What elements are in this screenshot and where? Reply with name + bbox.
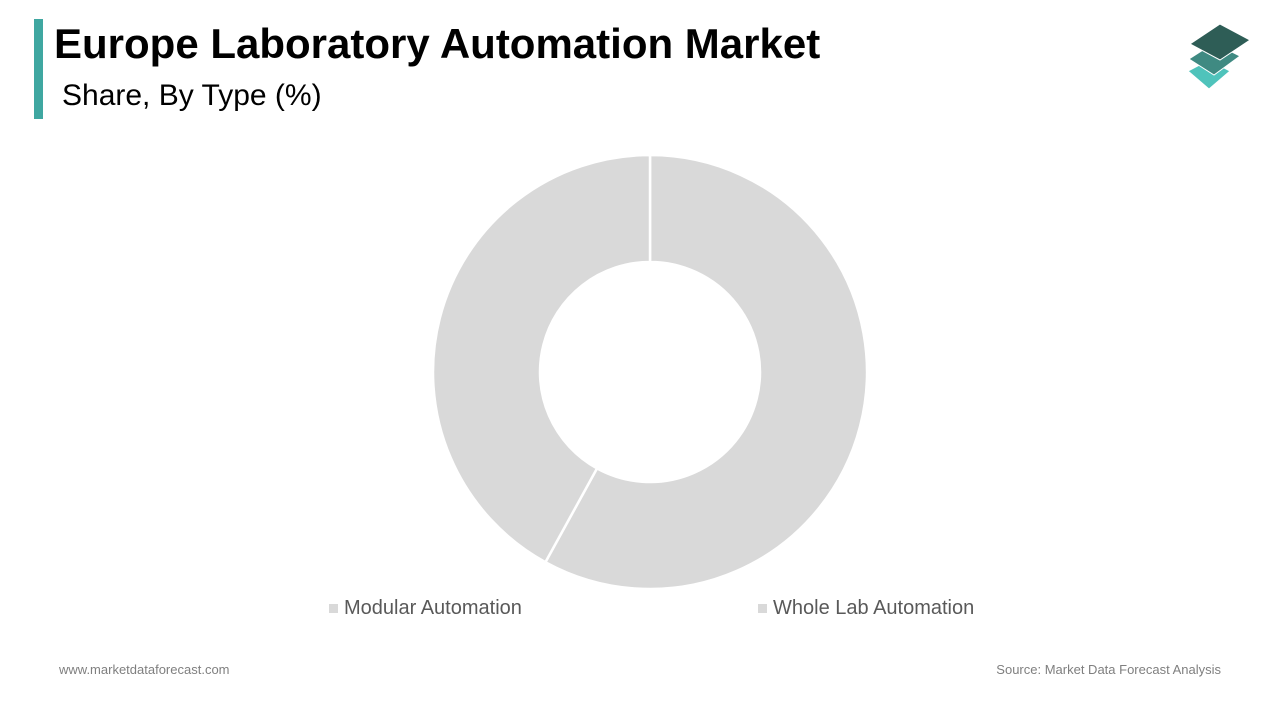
legend-swatch-modular-automation bbox=[329, 603, 338, 613]
donut-slice-whole-lab-automation bbox=[431, 153, 652, 564]
legend-item-whole-lab-automation: Whole Lab Automation bbox=[758, 594, 974, 622]
legend-label-modular-automation: Modular Automation bbox=[344, 597, 522, 619]
footer-website: www.marketdataforecast.com bbox=[59, 662, 230, 677]
chart-legend: Modular Automation Whole Lab Automation bbox=[0, 594, 1280, 624]
legend-item-modular-automation: Modular Automation bbox=[329, 594, 522, 622]
page-title: Europe Laboratory Automation Market bbox=[54, 20, 821, 67]
legend-swatch-whole-lab-automation bbox=[758, 603, 767, 613]
stacked-layers-icon bbox=[1187, 23, 1251, 90]
page-subtitle: Share, By Type (%) bbox=[62, 79, 322, 112]
title-accent-bar bbox=[34, 19, 43, 119]
logo-layer-top bbox=[1189, 23, 1251, 61]
legend-label-whole-lab-automation: Whole Lab Automation bbox=[773, 597, 975, 619]
donut-slice-modular-automation bbox=[543, 153, 869, 591]
footer-source: Source: Market Data Forecast Analysis bbox=[996, 662, 1221, 677]
